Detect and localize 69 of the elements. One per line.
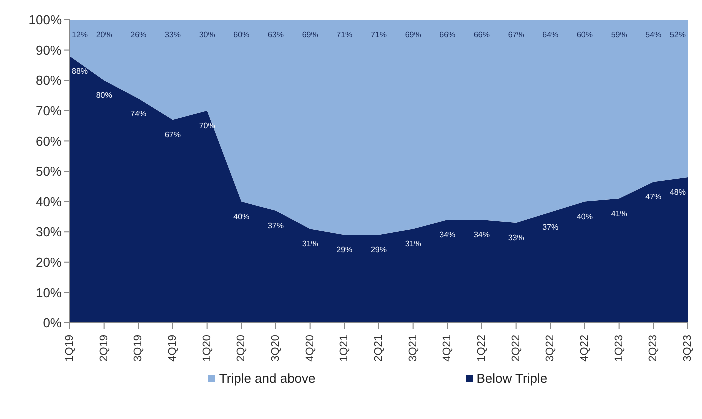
- x-tick-label: 4Q21: [442, 335, 454, 362]
- x-tick-label: 1Q20: [201, 335, 214, 362]
- x-tick-label: 2Q23: [648, 335, 660, 362]
- data-label: 60%: [576, 30, 594, 40]
- data-label: 80%: [96, 91, 112, 100]
- x-tick-label: 1Q19: [64, 335, 76, 362]
- x-tick-label: 3Q20: [270, 335, 282, 362]
- data-label: 63%: [268, 30, 284, 40]
- x-tick-label: 4Q20: [304, 335, 316, 362]
- data-label: 69%: [302, 30, 318, 40]
- data-label: 64%: [542, 30, 559, 40]
- data-label: 41%: [611, 209, 628, 218]
- data-label: 40%: [234, 212, 250, 222]
- data-label: 52%: [670, 30, 686, 40]
- x-tick-label: 4Q22: [579, 335, 591, 362]
- y-tick-label: 0%: [43, 316, 62, 331]
- y-tick-label: 40%: [36, 194, 62, 210]
- data-label: 71%: [336, 30, 353, 40]
- x-tick-label: 3Q22: [544, 335, 557, 362]
- x-tick-label: 3Q19: [132, 335, 145, 362]
- data-label: 37%: [542, 222, 559, 232]
- legend-label: Triple and above: [218, 371, 316, 386]
- x-tick-label: 2Q20: [236, 335, 248, 362]
- y-tick-label: 70%: [36, 104, 62, 119]
- data-label: 34%: [474, 230, 490, 240]
- data-label: 47%: [646, 192, 662, 202]
- data-label: 66%: [440, 30, 456, 40]
- x-tick-label: 2Q22: [510, 335, 522, 362]
- data-label: 40%: [576, 212, 594, 222]
- x-tick-label: 2Q19: [98, 335, 110, 362]
- data-label: 37%: [268, 221, 284, 230]
- x-tick-label: 1Q23: [613, 335, 626, 362]
- data-label: 31%: [302, 240, 318, 249]
- data-label: 88%: [72, 66, 88, 76]
- y-tick-label: 100%: [28, 12, 62, 28]
- y-tick-label: 90%: [36, 42, 62, 58]
- data-label: 20%: [96, 30, 112, 40]
- data-label: 67%: [508, 30, 524, 40]
- y-tick-label: 10%: [36, 285, 62, 300]
- x-tick-label: 1Q21: [338, 335, 351, 362]
- data-label: 54%: [646, 30, 662, 40]
- data-label: 33%: [164, 30, 182, 40]
- y-tick-label: 60%: [36, 134, 62, 149]
- x-tick-label: 1Q22: [476, 335, 488, 362]
- x-tick-label: 3Q21: [407, 335, 420, 362]
- data-label: 26%: [130, 30, 147, 40]
- legend-label: Below Triple: [476, 371, 548, 386]
- data-label: 29%: [370, 246, 388, 255]
- x-tick-label: 2Q21: [373, 335, 385, 362]
- data-label: 33%: [508, 234, 524, 243]
- x-tick-label: 3Q23: [682, 335, 694, 362]
- x-tick-label: 4Q19: [167, 335, 179, 362]
- data-label: 12%: [72, 30, 88, 40]
- y-tick-label: 30%: [36, 224, 62, 240]
- data-label: 60%: [234, 30, 250, 40]
- data-label: 74%: [130, 109, 147, 118]
- data-label: 66%: [474, 30, 490, 40]
- data-label: 31%: [405, 240, 422, 249]
- data-label: 59%: [611, 30, 628, 40]
- data-label: 67%: [164, 130, 182, 140]
- data-label: 71%: [370, 30, 388, 40]
- y-tick-label: 20%: [36, 255, 62, 270]
- data-label: 48%: [670, 188, 686, 198]
- y-tick-label: 50%: [36, 164, 62, 180]
- data-label: 30%: [199, 30, 216, 40]
- y-tick-label: 80%: [36, 73, 62, 88]
- data-label: 69%: [405, 30, 422, 40]
- data-label: 34%: [440, 230, 456, 240]
- data-label: 29%: [336, 246, 353, 255]
